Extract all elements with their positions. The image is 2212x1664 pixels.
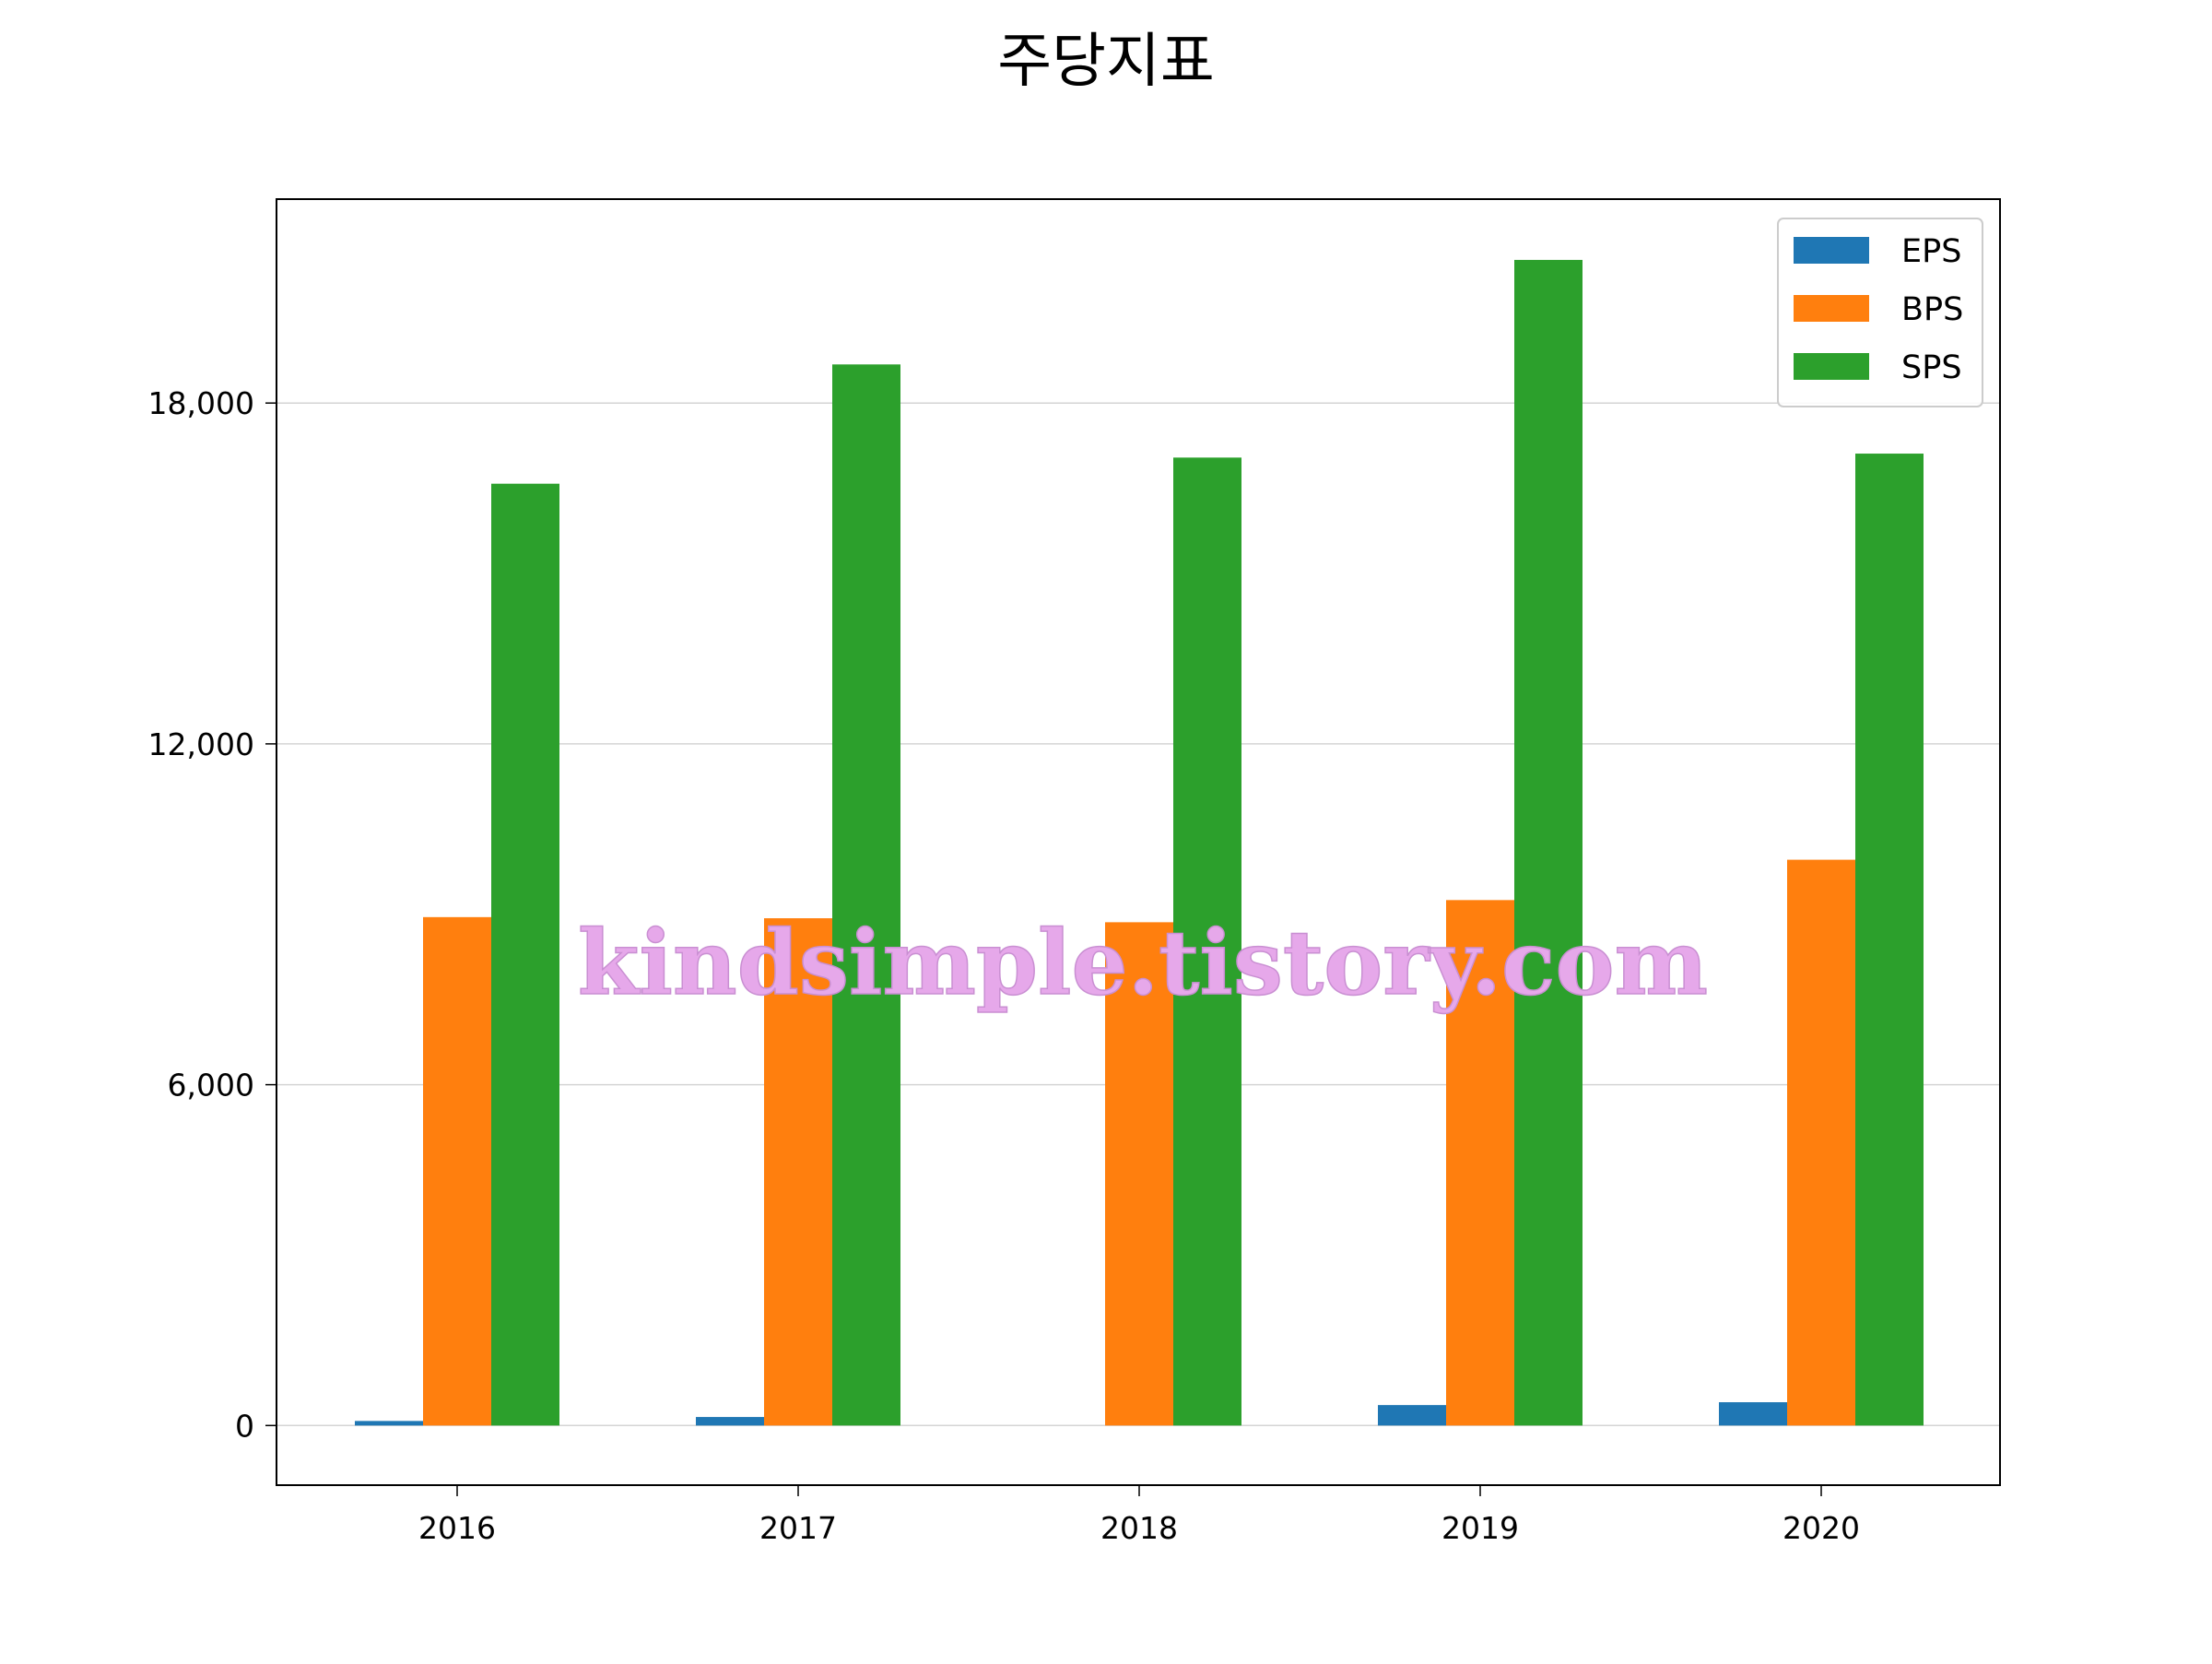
- chart-title: 주당지표: [997, 28, 1215, 96]
- axes: 0 6,000 12,000 18,000 2016 2017 2018 2019 2020: [148, 198, 2001, 1546]
- watermark-text: kindsimple.tistory.com: [578, 911, 1708, 1015]
- bar-bps-2018: [1105, 922, 1173, 1426]
- plot-frame: [276, 198, 2001, 1486]
- bar-sps-2017: [832, 364, 900, 1426]
- x-tick-label: 2019: [1441, 1510, 1519, 1546]
- bar-sps-2018: [1173, 457, 1241, 1426]
- x-tick-label: 2017: [759, 1510, 837, 1546]
- bar-bps-2019: [1446, 900, 1514, 1426]
- bar-sps-2019: [1514, 259, 1583, 1426]
- legend-swatch-sps: [1794, 353, 1869, 380]
- bar-bps-2016: [423, 916, 491, 1426]
- bar-eps-2019: [1378, 1405, 1446, 1426]
- bar-eps-2017: [696, 1417, 764, 1426]
- bar-bps-2017: [764, 918, 832, 1426]
- bar-eps-2020: [1719, 1402, 1787, 1426]
- legend-label-bps: BPS: [1901, 291, 1963, 328]
- legend: EPS BPS SPS: [1777, 218, 1983, 407]
- bar-sps-2016: [491, 483, 559, 1426]
- y-tick-label: 18,000: [148, 385, 254, 421]
- y-tick-label: 6,000: [168, 1068, 254, 1103]
- legend-label-sps: SPS: [1901, 349, 1962, 386]
- bar-eps-2016: [355, 1421, 423, 1426]
- legend-swatch-bps: [1794, 295, 1869, 322]
- bars: [355, 259, 1924, 1426]
- grid-lines: [276, 402, 2000, 1427]
- bar-sps-2020: [1855, 454, 1924, 1426]
- x-tick-label: 2020: [1783, 1510, 1860, 1546]
- x-tick-label: 2018: [1100, 1510, 1178, 1546]
- legend-swatch-eps: [1794, 237, 1869, 264]
- y-tick-label: 0: [235, 1408, 254, 1444]
- y-tick-label: 12,000: [148, 726, 254, 762]
- legend-label-eps: EPS: [1901, 233, 1961, 270]
- x-tick-label: 2016: [418, 1510, 496, 1546]
- bar-bps-2020: [1787, 859, 1855, 1426]
